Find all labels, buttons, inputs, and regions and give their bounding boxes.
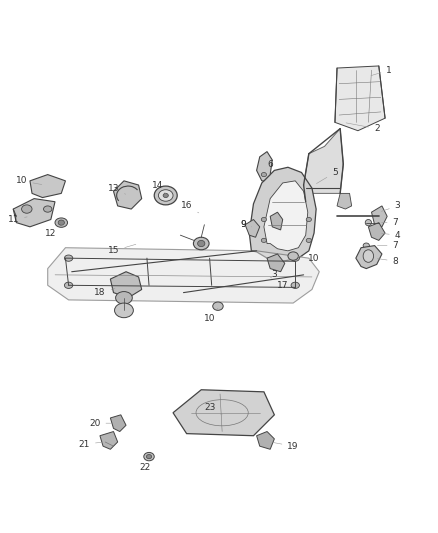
Polygon shape	[270, 212, 283, 230]
Ellipse shape	[261, 173, 267, 176]
Polygon shape	[257, 432, 274, 449]
Polygon shape	[304, 128, 343, 193]
Text: 12: 12	[45, 225, 64, 238]
Ellipse shape	[115, 303, 133, 318]
Ellipse shape	[64, 282, 73, 288]
Text: 18: 18	[94, 288, 115, 297]
Ellipse shape	[116, 292, 132, 304]
Text: 22: 22	[139, 457, 151, 472]
Ellipse shape	[363, 243, 369, 248]
Polygon shape	[110, 272, 142, 298]
Ellipse shape	[163, 193, 168, 198]
Ellipse shape	[291, 282, 300, 288]
Ellipse shape	[43, 206, 52, 212]
Polygon shape	[267, 254, 285, 272]
Ellipse shape	[146, 455, 152, 459]
Text: 5: 5	[316, 168, 338, 183]
Ellipse shape	[306, 217, 311, 222]
Text: 6: 6	[264, 160, 273, 175]
Text: 10: 10	[16, 176, 42, 185]
Ellipse shape	[144, 453, 154, 461]
Polygon shape	[30, 175, 65, 198]
Polygon shape	[264, 181, 308, 251]
Polygon shape	[100, 432, 118, 449]
Ellipse shape	[288, 252, 298, 260]
Ellipse shape	[365, 220, 371, 226]
Ellipse shape	[213, 302, 223, 310]
Polygon shape	[249, 167, 316, 261]
Ellipse shape	[363, 250, 374, 262]
Ellipse shape	[198, 240, 205, 247]
Text: 10: 10	[298, 254, 320, 263]
Polygon shape	[337, 193, 352, 209]
Text: 11: 11	[7, 215, 27, 224]
Ellipse shape	[64, 255, 73, 261]
Text: 17: 17	[270, 277, 289, 290]
Ellipse shape	[261, 217, 267, 222]
Polygon shape	[245, 220, 260, 237]
Ellipse shape	[154, 186, 177, 205]
Polygon shape	[257, 151, 272, 181]
Ellipse shape	[306, 238, 311, 243]
Polygon shape	[356, 246, 382, 269]
Text: 21: 21	[78, 440, 102, 449]
Text: 7: 7	[378, 241, 399, 250]
Text: 19: 19	[273, 442, 299, 451]
Text: 2: 2	[346, 123, 380, 133]
Text: 23: 23	[204, 403, 222, 415]
Text: 9: 9	[240, 220, 251, 229]
Polygon shape	[335, 66, 385, 131]
Text: 3: 3	[272, 270, 277, 279]
Text: 7: 7	[381, 218, 399, 227]
Polygon shape	[301, 191, 314, 208]
Text: 8: 8	[378, 257, 399, 266]
Ellipse shape	[291, 255, 300, 261]
Text: 10: 10	[204, 308, 218, 323]
Text: 20: 20	[89, 419, 111, 427]
Polygon shape	[371, 206, 387, 227]
Text: 4: 4	[381, 231, 400, 240]
Text: 9: 9	[240, 220, 251, 229]
Text: 14: 14	[152, 181, 166, 193]
Ellipse shape	[42, 180, 54, 190]
Polygon shape	[13, 199, 55, 227]
Polygon shape	[48, 248, 319, 303]
Polygon shape	[368, 223, 385, 240]
Polygon shape	[173, 390, 274, 435]
Polygon shape	[113, 181, 142, 209]
Text: 16: 16	[181, 201, 199, 213]
Ellipse shape	[194, 237, 209, 250]
Text: 1: 1	[371, 66, 392, 76]
Ellipse shape	[21, 205, 32, 213]
Polygon shape	[110, 415, 126, 432]
Text: 13: 13	[108, 184, 126, 194]
Ellipse shape	[159, 190, 173, 201]
Text: 15: 15	[108, 244, 136, 255]
Text: 3: 3	[381, 201, 400, 211]
Ellipse shape	[261, 238, 267, 243]
Ellipse shape	[58, 220, 64, 225]
Ellipse shape	[55, 218, 67, 228]
